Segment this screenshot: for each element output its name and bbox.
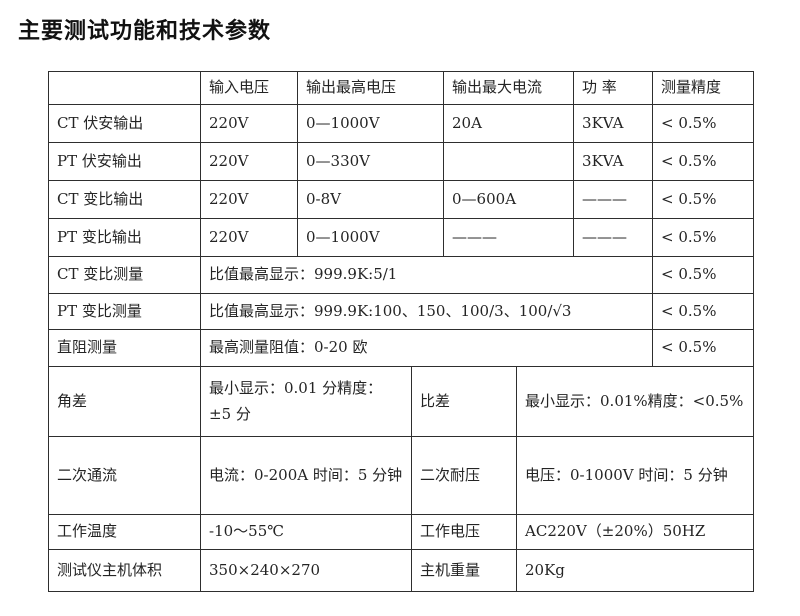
- cell-value-left: 电流：0-200A 时间：5 分钟: [200, 436, 412, 515]
- cell-value-right: 最小显示：0.01%精度：<0.5%: [516, 366, 755, 437]
- cell-max-current: 0—600A: [443, 180, 575, 219]
- cell-value-left: -10～55℃: [200, 514, 412, 550]
- cell-max-current: ———: [443, 218, 575, 257]
- table-row: PT 伏安输出 220V 0—330V 3KVA < 0.5%: [48, 142, 755, 181]
- cell-value-left: 最小显示：0.01 分精度：±5 分: [200, 366, 412, 437]
- row-label: CT 变比测量: [48, 256, 201, 294]
- row-label: 角差: [48, 366, 201, 437]
- cell-input-voltage: 220V: [200, 218, 298, 257]
- page-title: 主要测试功能和技术参数: [18, 18, 272, 44]
- cell-accuracy: < 0.5%: [652, 218, 755, 257]
- specs-table: 输入电压 输出最高电压 输出最大电流 功 率 测量精度 CT 伏安输出 220V…: [48, 71, 755, 592]
- cell-power: ———: [573, 180, 654, 219]
- table-header-row: 输入电压 输出最高电压 输出最大电流 功 率 测量精度: [48, 71, 755, 105]
- row-label: 测试仪主机体积: [48, 549, 201, 592]
- table-row: 二次通流 电流：0-200A 时间：5 分钟 二次耐压 电压：0-1000V 时…: [48, 436, 755, 515]
- cell-ratio-display: 比值最高显示：999.9K:100、150、100/3、100/√3: [199, 293, 654, 330]
- cell-value-right: AC220V（±20%）50HZ: [516, 514, 755, 550]
- table-row: CT 伏安输出 220V 0—1000V 20A 3KVA < 0.5%: [48, 104, 755, 143]
- row-label: 直阻测量: [48, 329, 201, 367]
- cell-max-voltage: 0—1000V: [296, 104, 445, 143]
- cell-power: ———: [573, 218, 654, 257]
- cell-accuracy: < 0.5%: [652, 256, 755, 294]
- table-row: 角差 最小显示：0.01 分精度：±5 分 比差 最小显示：0.01%精度：<0…: [48, 366, 755, 437]
- cell-accuracy: < 0.5%: [652, 293, 755, 330]
- row-label: PT 变比测量: [48, 293, 201, 330]
- cell-value-left: 350×240×270: [200, 549, 412, 592]
- table-row: CT 变比输出 220V 0-8V 0—600A ——— < 0.5%: [48, 180, 755, 219]
- table-row: CT 变比测量 比值最高显示：999.9K:5/1 < 0.5%: [48, 256, 755, 294]
- header-power: 功 率: [573, 71, 654, 105]
- cell-accuracy: < 0.5%: [652, 104, 755, 143]
- row-label: 二次通流: [48, 436, 201, 515]
- cell-input-voltage: 220V: [200, 104, 298, 143]
- table-row: 测试仪主机体积 350×240×270 主机重量 20Kg: [48, 549, 755, 592]
- cell-max-voltage: 0—1000V: [296, 218, 445, 257]
- cell-value-right: 20Kg: [516, 549, 755, 592]
- table-row: PT 变比输出 220V 0—1000V ——— ——— < 0.5%: [48, 218, 755, 257]
- row-label: CT 变比输出: [48, 180, 201, 219]
- cell-power: 3KVA: [573, 142, 654, 181]
- row-label-right: 工作电压: [410, 514, 518, 550]
- header-max-output-voltage: 输出最高电压: [296, 71, 445, 105]
- row-label: PT 变比输出: [48, 218, 201, 257]
- table-row: 直阻测量 最高测量阻值：0-20 欧 < 0.5%: [48, 329, 755, 367]
- row-label: PT 伏安输出: [48, 142, 201, 181]
- cell-ratio-display: 比值最高显示：999.9K:5/1: [199, 256, 654, 294]
- cell-resistance-range: 最高测量阻值：0-20 欧: [199, 329, 654, 367]
- table-row: 工作温度 -10～55℃ 工作电压 AC220V（±20%）50HZ: [48, 514, 755, 550]
- cell-max-voltage: 0-8V: [296, 180, 445, 219]
- cell-max-current: [443, 142, 575, 181]
- cell-input-voltage: 220V: [200, 180, 298, 219]
- row-label-right: 比差: [410, 366, 518, 437]
- header-max-output-current: 输出最大电流: [443, 71, 575, 105]
- cell-max-current: 20A: [443, 104, 575, 143]
- cell-accuracy: < 0.5%: [652, 142, 755, 181]
- cell-input-voltage: 220V: [200, 142, 298, 181]
- header-input-voltage: 输入电压: [200, 71, 298, 105]
- row-label: CT 伏安输出: [48, 104, 201, 143]
- cell-accuracy: < 0.5%: [652, 180, 755, 219]
- cell-power: 3KVA: [573, 104, 654, 143]
- cell-max-voltage: 0—330V: [296, 142, 445, 181]
- cell-value-right: 电压：0-1000V 时间：5 分钟: [516, 436, 755, 515]
- header-accuracy: 测量精度: [652, 71, 755, 105]
- row-label-right: 二次耐压: [410, 436, 518, 515]
- table-row: PT 变比测量 比值最高显示：999.9K:100、150、100/3、100/…: [48, 293, 755, 330]
- header-blank: [48, 71, 201, 105]
- row-label-right: 主机重量: [410, 549, 518, 592]
- row-label: 工作温度: [48, 514, 201, 550]
- cell-accuracy: < 0.5%: [652, 329, 755, 367]
